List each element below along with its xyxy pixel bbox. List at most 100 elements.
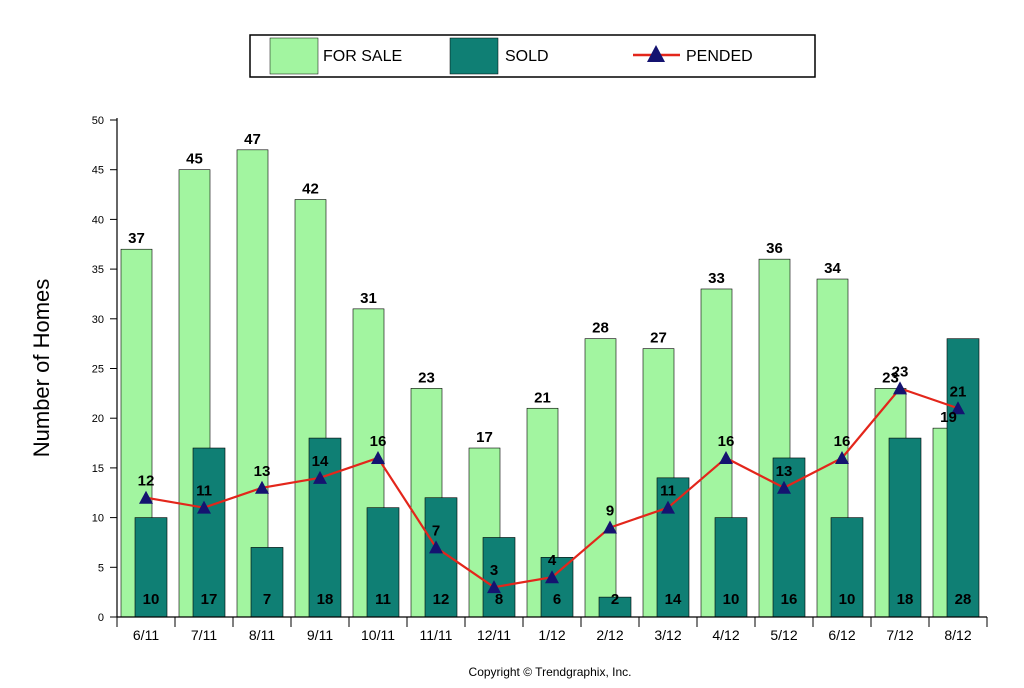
label-sold: 16: [781, 591, 798, 608]
label-pended: 16: [370, 433, 387, 450]
x-tick-label: 8/12: [944, 627, 971, 643]
label-pended: 14: [312, 453, 329, 470]
x-tick-label: 1/12: [538, 627, 565, 643]
label-sold: 12: [433, 591, 450, 608]
bar-sold: [714, 517, 748, 618]
label-for-sale: 27: [650, 330, 667, 347]
label-pended: 11: [660, 483, 676, 500]
bar-sold: [946, 338, 980, 618]
y-tick-label: 10: [92, 513, 104, 525]
y-tick-label: 15: [92, 463, 104, 475]
pended-marker: [951, 401, 965, 415]
label-pended: 21: [950, 383, 967, 400]
label-pended: 23: [892, 363, 909, 380]
bar-sold: [482, 537, 516, 618]
pended-marker: [661, 500, 675, 514]
x-tick-label: 6/12: [828, 627, 855, 643]
label-for-sale: 45: [186, 151, 203, 168]
y-tick-label: 20: [92, 413, 104, 425]
y-tick-label: 40: [92, 214, 104, 226]
label-sold: 28: [955, 591, 972, 608]
label-for-sale: 31: [360, 290, 377, 307]
y-tick-label: 5: [98, 562, 104, 574]
label-sold: 6: [553, 591, 561, 608]
bar-sold: [888, 437, 922, 618]
y-tick-label: 0: [98, 612, 104, 624]
bar-sold: [366, 507, 400, 618]
x-tick-label: 7/12: [886, 627, 913, 643]
x-tick-label: 4/12: [712, 627, 739, 643]
label-for-sale: 21: [534, 389, 551, 406]
label-for-sale: 17: [476, 429, 493, 446]
x-tick-label: 2/12: [596, 627, 623, 643]
label-sold: 14: [665, 591, 682, 608]
label-sold: 18: [897, 591, 914, 608]
label-for-sale: 33: [708, 270, 725, 287]
pended-marker: [719, 450, 733, 464]
legend: FOR SALE SOLD PENDED: [249, 34, 816, 78]
x-tick-label: 7/11: [191, 627, 217, 643]
pended-marker: [603, 520, 617, 534]
axes: [116, 118, 987, 618]
pended-marker: [835, 450, 849, 464]
bar-sold: [134, 517, 168, 618]
pended-marker: [429, 540, 443, 554]
label-for-sale: 19: [940, 409, 957, 426]
data-labels: 3710124517114771342181431111623127178321…: [128, 131, 971, 608]
x-tick-label: 12/11: [477, 627, 511, 643]
pended-marker: [545, 570, 559, 584]
y-tick-label: 45: [92, 165, 104, 177]
pended-marker: [197, 500, 211, 514]
label-for-sale: 42: [302, 181, 319, 198]
label-for-sale: 47: [244, 131, 261, 148]
label-pended: 3: [490, 562, 498, 579]
bar-for-sale: [584, 338, 617, 618]
label-pended: 13: [254, 463, 271, 480]
label-pended: 16: [718, 433, 735, 450]
label-pended: 16: [834, 433, 851, 450]
legend-swatch-sold: [449, 37, 499, 75]
label-pended: 9: [606, 503, 614, 520]
label-for-sale: 37: [128, 230, 145, 247]
x-tick-label: 10/11: [361, 627, 395, 643]
label-sold: 18: [317, 591, 334, 608]
pended-marker: [255, 480, 269, 494]
bar-sold: [656, 477, 690, 618]
pended-line: [139, 381, 965, 594]
pended-marker: [139, 490, 153, 504]
pended-marker: [777, 480, 791, 494]
label-pended: 13: [776, 463, 793, 480]
label-pended: 4: [548, 552, 557, 569]
pended-marker: [487, 580, 501, 594]
y-axis-label: Number of Homes: [29, 279, 54, 458]
y-ticks: 0 5 10 15 20 25 30 35 40 45 50: [92, 115, 117, 624]
legend-label-pended: PENDED: [686, 48, 753, 65]
label-sold: 10: [839, 591, 856, 608]
pended-marker: [371, 450, 385, 464]
legend-swatch-for-sale: [269, 37, 319, 75]
label-pended: 11: [196, 483, 212, 500]
legend-box: [249, 34, 816, 78]
bar-sold: [830, 517, 864, 618]
label-for-sale: 23: [882, 369, 899, 386]
legend-marker-pended: [647, 45, 665, 62]
x-ticks: 6/11 7/11 8/11 9/11 10/11 11/11 12/11 1/12 2/12 3…: [116, 617, 988, 643]
label-for-sale: 23: [418, 369, 435, 386]
y-tick-label: 30: [92, 314, 104, 326]
y-tick-label: 50: [92, 115, 104, 127]
label-sold: 10: [143, 591, 160, 608]
bar-for-sale: [236, 149, 269, 618]
pended-marker: [893, 381, 907, 395]
label-sold: 10: [723, 591, 740, 608]
legend-label-for-sale: FOR SALE: [323, 48, 402, 65]
pended-marker: [313, 470, 327, 484]
x-tick-label: 3/12: [654, 627, 681, 643]
x-tick-label: 11/11: [420, 627, 453, 643]
copyright-footer: Copyright © Trendgraphix, Inc.: [469, 665, 632, 679]
label-pended: 12: [138, 473, 155, 490]
label-sold: 11: [375, 591, 391, 608]
y-tick-label: 25: [92, 364, 104, 376]
bar-sold: [540, 557, 574, 618]
x-tick-label: 5/12: [770, 627, 797, 643]
